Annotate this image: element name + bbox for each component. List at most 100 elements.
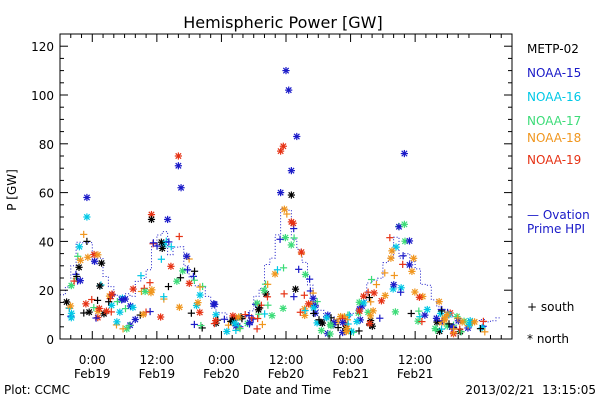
north-point	[397, 284, 405, 292]
legend-entry-noaa-19: NOAA-19	[527, 153, 581, 167]
south-point	[157, 255, 165, 263]
north-point	[231, 319, 239, 327]
x-tick-time-label: 0:00	[79, 353, 106, 367]
north-point	[400, 220, 408, 228]
x-tick-time-label: 12:00	[398, 353, 433, 367]
south-point	[90, 304, 98, 312]
south-point	[300, 291, 308, 299]
south-point	[432, 326, 440, 334]
south-point	[367, 298, 375, 306]
north-point	[91, 257, 99, 265]
south-point	[190, 267, 199, 275]
south-point	[105, 298, 113, 306]
north-point	[83, 213, 91, 221]
south-point	[390, 271, 398, 280]
north-point	[387, 254, 395, 262]
north-point	[147, 289, 155, 297]
north-point	[285, 86, 293, 94]
north-point	[254, 306, 263, 314]
north-point	[410, 254, 418, 262]
south-point	[107, 308, 115, 316]
south-point	[276, 235, 284, 243]
south-point	[310, 309, 318, 318]
north-point	[75, 263, 83, 271]
north-point	[277, 189, 285, 197]
south-point	[183, 266, 192, 274]
north-point	[84, 253, 92, 261]
north-point	[196, 291, 204, 299]
x-tick-date-label: Feb20	[268, 367, 305, 381]
y-tick-label: 40	[39, 235, 54, 249]
south-point	[245, 312, 253, 320]
south-point	[196, 283, 204, 291]
north-point	[323, 314, 331, 322]
x-axis-label: Date and Time	[243, 383, 331, 397]
north-point	[327, 322, 335, 330]
south-point	[164, 282, 173, 291]
south-point	[273, 266, 282, 274]
south-point	[176, 274, 185, 282]
north-point	[405, 237, 414, 245]
north-point	[185, 279, 193, 287]
north-point	[194, 299, 202, 307]
north-point	[458, 318, 466, 326]
north-point	[196, 308, 204, 316]
north-point	[470, 318, 479, 326]
south-point	[295, 265, 303, 273]
south-point	[445, 320, 453, 328]
legend: METP-02 NOAA-15 NOAA-16 NOAA-17 NOAA-18 …	[527, 42, 590, 346]
north-point	[287, 167, 295, 175]
north-point	[287, 218, 295, 226]
south-point	[364, 288, 372, 296]
legend-entry-metp-02: METP-02	[527, 42, 579, 56]
north-point	[366, 319, 374, 328]
south-point	[334, 323, 342, 332]
north-point	[129, 303, 137, 312]
y-tick-label: 60	[39, 187, 54, 201]
north-point	[121, 295, 129, 303]
south-point	[189, 272, 198, 280]
north-point	[360, 292, 368, 300]
north-point	[318, 319, 326, 327]
north-point	[235, 313, 243, 321]
south-point	[456, 325, 464, 333]
south-point	[149, 239, 157, 247]
north-point	[342, 327, 350, 336]
north-point	[75, 243, 83, 251]
x-tick-date-label: Feb20	[203, 367, 240, 381]
south-point	[450, 325, 458, 333]
x-axis: 0:00Feb1912:00Feb190:00Feb2012:00Feb200:…	[59, 34, 513, 381]
north-point	[108, 290, 116, 298]
north-point	[360, 299, 368, 307]
north-point	[174, 152, 182, 160]
south-point	[224, 321, 233, 329]
south-point	[399, 252, 407, 260]
chart-title: Hemispheric Power [GW]	[183, 13, 382, 32]
legend-entry-noaa-15: NOAA-15	[527, 66, 581, 80]
south-point	[73, 272, 81, 281]
south-point	[74, 252, 82, 260]
south-point	[290, 293, 298, 301]
south-point	[264, 301, 272, 309]
south-point	[190, 276, 198, 284]
plot-credit: Plot: CCMC	[4, 383, 70, 397]
north-point	[175, 303, 184, 311]
x-tick-time-label: 0:00	[208, 353, 235, 367]
south-point	[313, 297, 321, 306]
south-point	[365, 293, 374, 302]
north-point	[62, 298, 71, 306]
south-point	[399, 260, 407, 268]
north-point	[431, 324, 439, 333]
north-point	[421, 311, 429, 319]
south-point	[386, 234, 394, 242]
south-point	[190, 320, 198, 329]
south-point	[220, 315, 228, 323]
north-point	[440, 316, 449, 324]
y-tick-label: 120	[31, 40, 54, 54]
north-point	[291, 285, 300, 293]
north-point	[281, 234, 290, 242]
data-points	[62, 67, 489, 338]
north-point	[83, 193, 91, 202]
south-point	[372, 280, 381, 289]
north-point	[260, 286, 268, 294]
